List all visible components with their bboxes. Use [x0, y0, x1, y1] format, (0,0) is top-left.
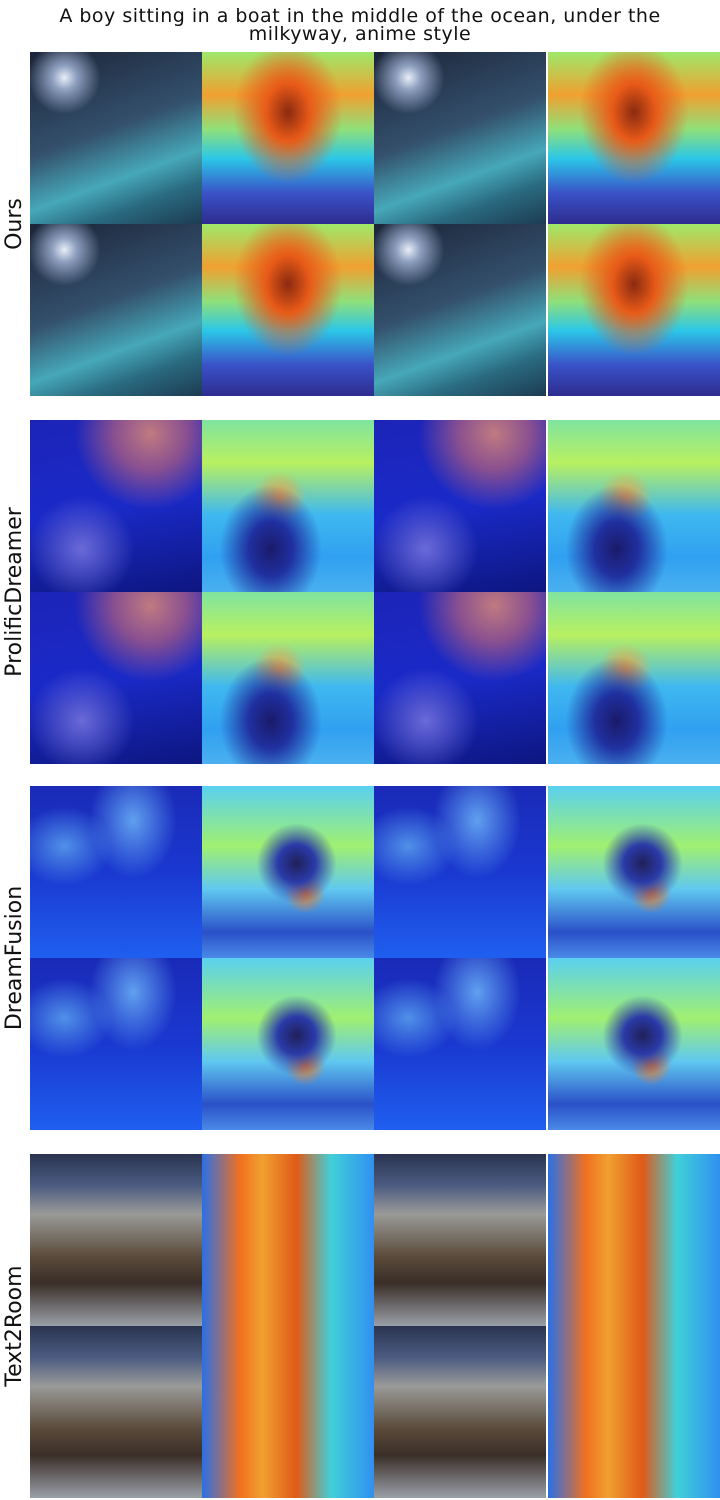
depth-map	[548, 958, 720, 1130]
row-label: Text2Room	[2, 1265, 27, 1387]
rgb-render	[30, 52, 202, 224]
rgb-render	[30, 224, 202, 396]
depth-map	[548, 420, 720, 592]
rgb-render	[374, 52, 546, 224]
rgb-render	[30, 958, 202, 1130]
depth-map	[202, 420, 374, 592]
rgb-render	[374, 1326, 546, 1498]
rgb-render	[30, 420, 202, 592]
depth-map	[202, 958, 374, 1130]
depth-map	[548, 786, 720, 958]
depth-map	[202, 592, 374, 764]
depth-map	[548, 52, 720, 224]
depth-map	[202, 52, 374, 224]
depth-map	[202, 1154, 374, 1326]
depth-map	[548, 1326, 720, 1498]
rgb-render	[30, 592, 202, 764]
row-label: DreamFusion	[2, 885, 27, 1031]
depth-map	[548, 224, 720, 396]
row-label: Ours	[2, 198, 27, 250]
depth-map	[548, 592, 720, 764]
row-label: ProlificDreamer	[2, 507, 27, 677]
rgb-render	[374, 420, 546, 592]
rgb-render	[374, 224, 546, 396]
rgb-render	[30, 786, 202, 958]
depth-map	[548, 1154, 720, 1326]
rgb-render	[374, 786, 546, 958]
rgb-render	[30, 1326, 202, 1498]
depth-map	[202, 224, 374, 396]
rgb-render	[374, 592, 546, 764]
rgb-render	[374, 958, 546, 1130]
figure-title: milkyway, anime style	[248, 23, 472, 45]
figure-title: A boy sitting in a boat in the middle of…	[59, 5, 661, 27]
depth-map	[202, 786, 374, 958]
rgb-render	[30, 1154, 202, 1326]
depth-map	[202, 1326, 374, 1498]
rgb-render	[374, 1154, 546, 1326]
